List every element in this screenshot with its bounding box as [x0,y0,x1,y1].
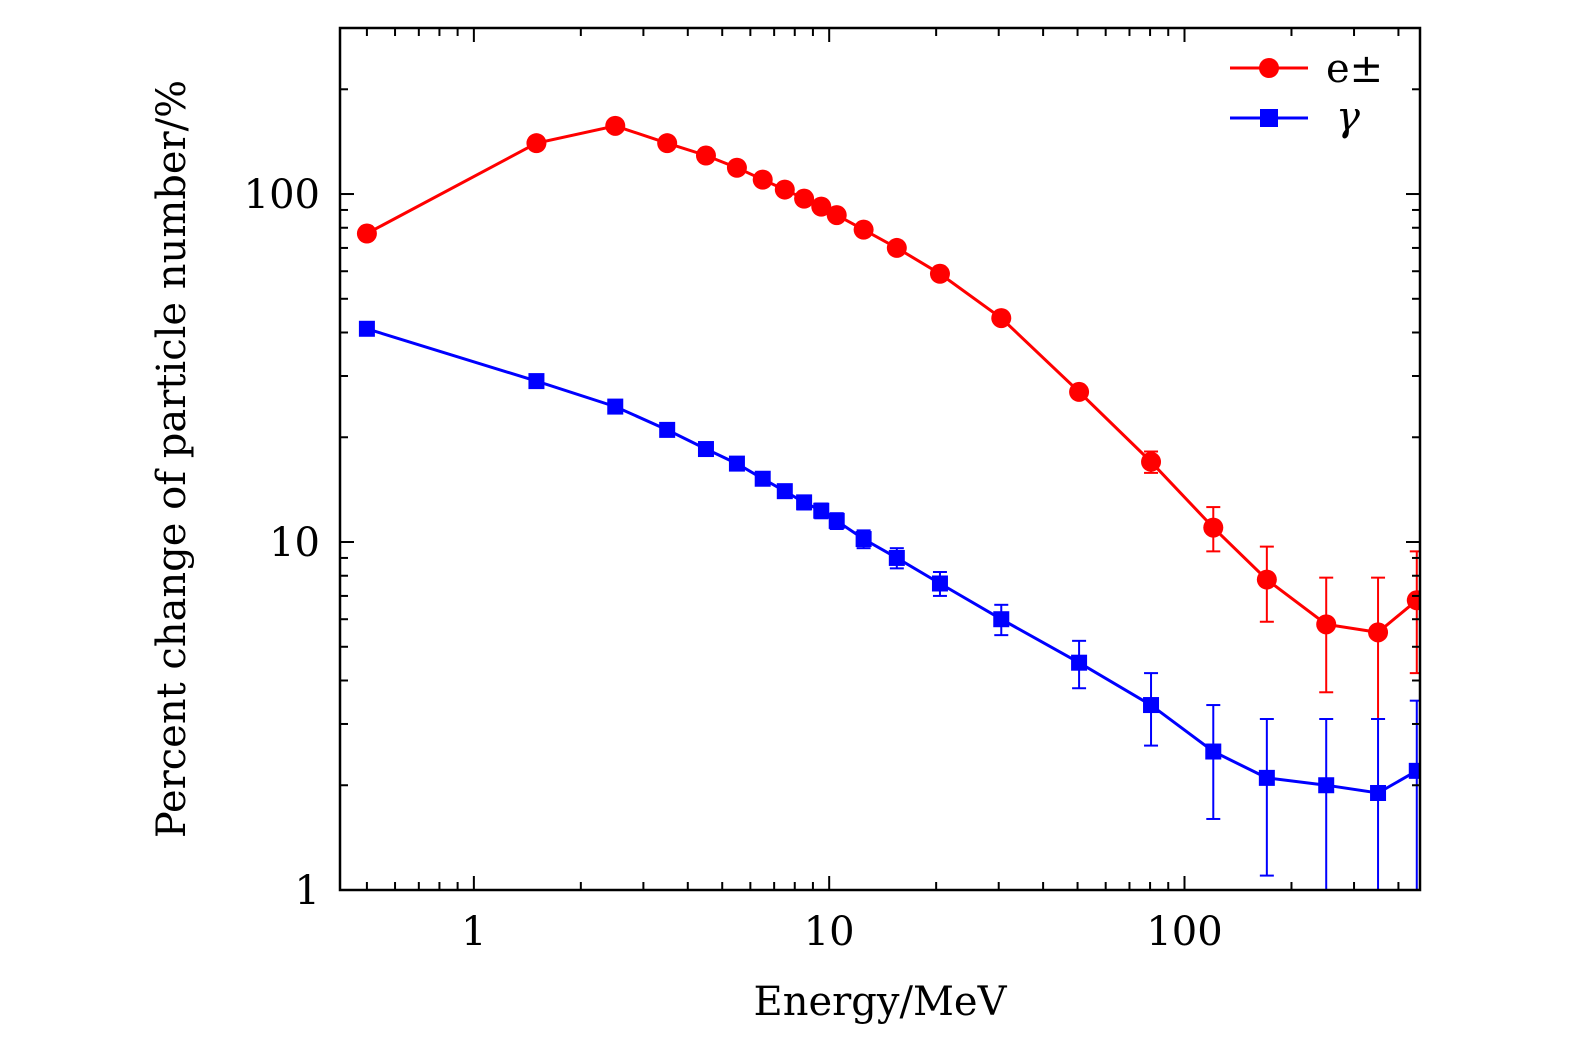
data-point [607,398,624,415]
data-point [697,441,714,458]
legend-marker-e-pm [1259,58,1279,78]
data-point [888,549,905,566]
data-point [356,223,377,244]
data-point [528,373,545,390]
data-point [752,169,773,190]
legend-label-gamma: γ [1336,94,1360,140]
data-point [993,611,1010,628]
data-point [853,219,874,240]
y-tick-label: 1 [295,868,320,914]
data-point [811,196,832,217]
y-axis-label: Percent change of particle number/% [149,80,195,838]
data-point [695,145,716,166]
data-point [813,502,830,519]
data-point [605,115,626,136]
data-point [526,133,547,154]
data-point [1141,451,1162,472]
axis-ticks [340,27,1420,891]
x-axis-label: Energy/MeV [754,979,1008,1025]
data-point [828,512,845,529]
data-point [794,188,815,209]
data-point [1318,777,1335,794]
data-point [1205,743,1222,760]
data-point [754,470,771,487]
data-point [659,421,676,438]
legend-entry-e-pm: e± [1230,46,1383,92]
data-point [358,320,375,337]
data-point [1406,590,1420,611]
data-point [1069,381,1090,402]
legend-label-e-pm: e± [1326,46,1383,92]
series-layer [356,115,1420,890]
data-point [728,455,745,472]
series-line [366,124,1418,634]
data-point [796,494,813,511]
legend: e± γ [1230,46,1383,140]
series-gamma [358,320,1420,890]
data-point [1256,569,1277,590]
series-e-pm [356,115,1420,721]
data-point [776,483,793,500]
data-point [855,531,872,548]
data-point [657,133,678,154]
data-point [886,237,907,258]
data-point [991,308,1012,329]
data-point [929,263,950,284]
data-point [1370,784,1387,801]
data-point [1368,622,1389,643]
x-tick-label: 1 [461,909,486,955]
data-point [1203,517,1224,538]
data-point [726,157,747,178]
axis-tick-labels: 1 10 100 1 10 100 [244,172,1223,955]
x-tick-label: 10 [804,909,855,955]
data-point [1258,769,1275,786]
plot-frame [338,26,1422,892]
y-tick-label: 10 [269,520,320,566]
y-tick-label: 100 [244,172,320,218]
legend-marker-gamma [1260,109,1278,127]
data-point [1143,697,1160,714]
x-tick-label: 100 [1146,909,1222,955]
data-point [1316,614,1337,635]
data-point [1071,654,1088,671]
data-point [931,575,948,592]
series-line [366,327,1418,795]
legend-entry-gamma: γ [1230,94,1360,140]
data-point [826,205,847,226]
data-point [774,179,795,200]
data-point [1408,762,1420,779]
